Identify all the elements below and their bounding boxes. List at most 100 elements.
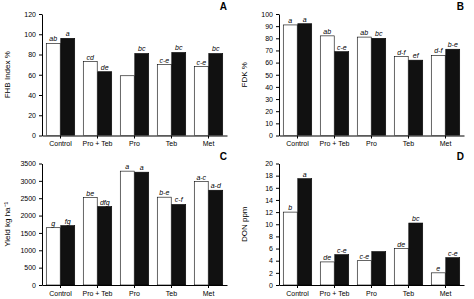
- tick: 80: [265, 35, 279, 42]
- tick-mark: [39, 34, 42, 35]
- tick-label: Pro: [366, 140, 377, 147]
- bar-label: a: [140, 164, 144, 171]
- tick: 12: [265, 209, 279, 216]
- tick-label: 1500: [20, 230, 36, 237]
- tick-label: 3000: [20, 178, 36, 185]
- tick-mark: [276, 136, 279, 137]
- tick-label: 0: [269, 132, 273, 139]
- tick-label: Met: [440, 140, 452, 147]
- tick-mark: [276, 87, 279, 88]
- tick-label: 16: [265, 185, 273, 192]
- tick: 40: [265, 84, 279, 91]
- bar: [157, 197, 171, 285]
- tick-mark: [39, 75, 42, 76]
- tick: 10: [265, 221, 279, 228]
- tick-mark: [39, 95, 42, 96]
- tick: 100: [24, 31, 42, 38]
- bar-label: bc: [175, 44, 183, 51]
- bar: [372, 252, 386, 285]
- tick: 3000: [20, 178, 42, 185]
- bar: [283, 212, 297, 285]
- bar-label: a-d: [211, 182, 222, 189]
- tick-mark: [297, 136, 298, 139]
- bar: [320, 36, 334, 136]
- tick-mark: [408, 136, 409, 139]
- tick: Control: [49, 136, 72, 148]
- bar: [394, 57, 408, 136]
- tick-label: 80: [28, 51, 36, 58]
- bar: [298, 179, 312, 285]
- tick: 50: [265, 71, 279, 78]
- bar-label: dfg: [100, 199, 110, 207]
- x-axis: Control Pro + Teb Pro Teb Met: [43, 136, 228, 148]
- axis-line: [42, 15, 43, 137]
- tick-label: Pro + Teb: [82, 140, 112, 147]
- tick-label: Met: [203, 140, 215, 147]
- bar-label: ab: [323, 28, 331, 35]
- tick-label: 8: [269, 233, 273, 240]
- bar-label: de: [397, 241, 405, 248]
- bar-series: [298, 24, 460, 136]
- tick-mark: [39, 115, 42, 116]
- tick-mark: [276, 236, 279, 237]
- tick-mark: [276, 111, 279, 112]
- tick-label: 50: [265, 71, 273, 78]
- tick-label: 10: [265, 221, 273, 228]
- tick-mark: [445, 136, 446, 139]
- tick: Teb: [403, 285, 414, 297]
- bar-label: a: [303, 16, 307, 23]
- bar: [209, 190, 223, 285]
- y-axis: 020406080100120: [24, 11, 42, 139]
- bar: [409, 223, 423, 285]
- bar: [357, 261, 371, 285]
- bar-label: fg: [65, 218, 71, 226]
- panel-title: D: [457, 151, 464, 162]
- tick-mark: [39, 233, 42, 234]
- tick: 500: [24, 264, 42, 271]
- tick-mark: [371, 136, 372, 139]
- bars: [46, 38, 222, 135]
- tick: Control: [286, 285, 309, 297]
- bar: [283, 25, 297, 136]
- tick: Met: [440, 285, 452, 297]
- tick: Teb: [166, 285, 177, 297]
- tick-mark: [276, 285, 279, 286]
- tick-mark: [334, 136, 335, 139]
- tick-label: 6: [269, 245, 273, 252]
- bar-label: a: [66, 30, 70, 37]
- tick-mark: [134, 136, 135, 139]
- bar: [194, 182, 208, 285]
- tick: Met: [203, 285, 215, 297]
- bar: [157, 65, 171, 136]
- x-axis: ControlPro + TebProTebMet: [280, 285, 465, 297]
- bar-label: b: [288, 204, 292, 211]
- bar-label: c-e: [196, 59, 206, 66]
- tick-label: Teb: [166, 290, 177, 297]
- tick-mark: [39, 136, 42, 137]
- bar: [446, 49, 460, 135]
- tick-mark: [97, 285, 98, 288]
- tick: Teb: [166, 136, 177, 148]
- tick: 80: [28, 51, 42, 58]
- bar: [446, 258, 460, 285]
- bar: [46, 228, 60, 285]
- tick-mark: [39, 216, 42, 217]
- tick-label: Pro + Teb: [319, 140, 349, 147]
- tick: Pro + Teb: [319, 136, 349, 148]
- bar-label: d-f: [434, 47, 443, 54]
- tick: 3500: [20, 160, 42, 167]
- axis-title: FDK %: [240, 62, 249, 87]
- bar-labels: gbeab-ea-cfgdfgac-fa-d: [51, 163, 222, 228]
- tick-label: 4: [269, 257, 273, 264]
- tick: 1500: [20, 230, 42, 237]
- tick-mark: [276, 164, 279, 165]
- tick-label: Control: [286, 290, 309, 297]
- tick: 60: [265, 59, 279, 66]
- tick-mark: [276, 249, 279, 250]
- panel: abcdc-ec-eadebcbcbcControlPro + TebProTe…: [3, 1, 227, 147]
- tick-label: 12: [265, 209, 273, 216]
- tick: Pro: [129, 136, 140, 148]
- bar-label: bc: [212, 45, 220, 52]
- tick-mark: [276, 26, 279, 27]
- bar: [83, 198, 97, 285]
